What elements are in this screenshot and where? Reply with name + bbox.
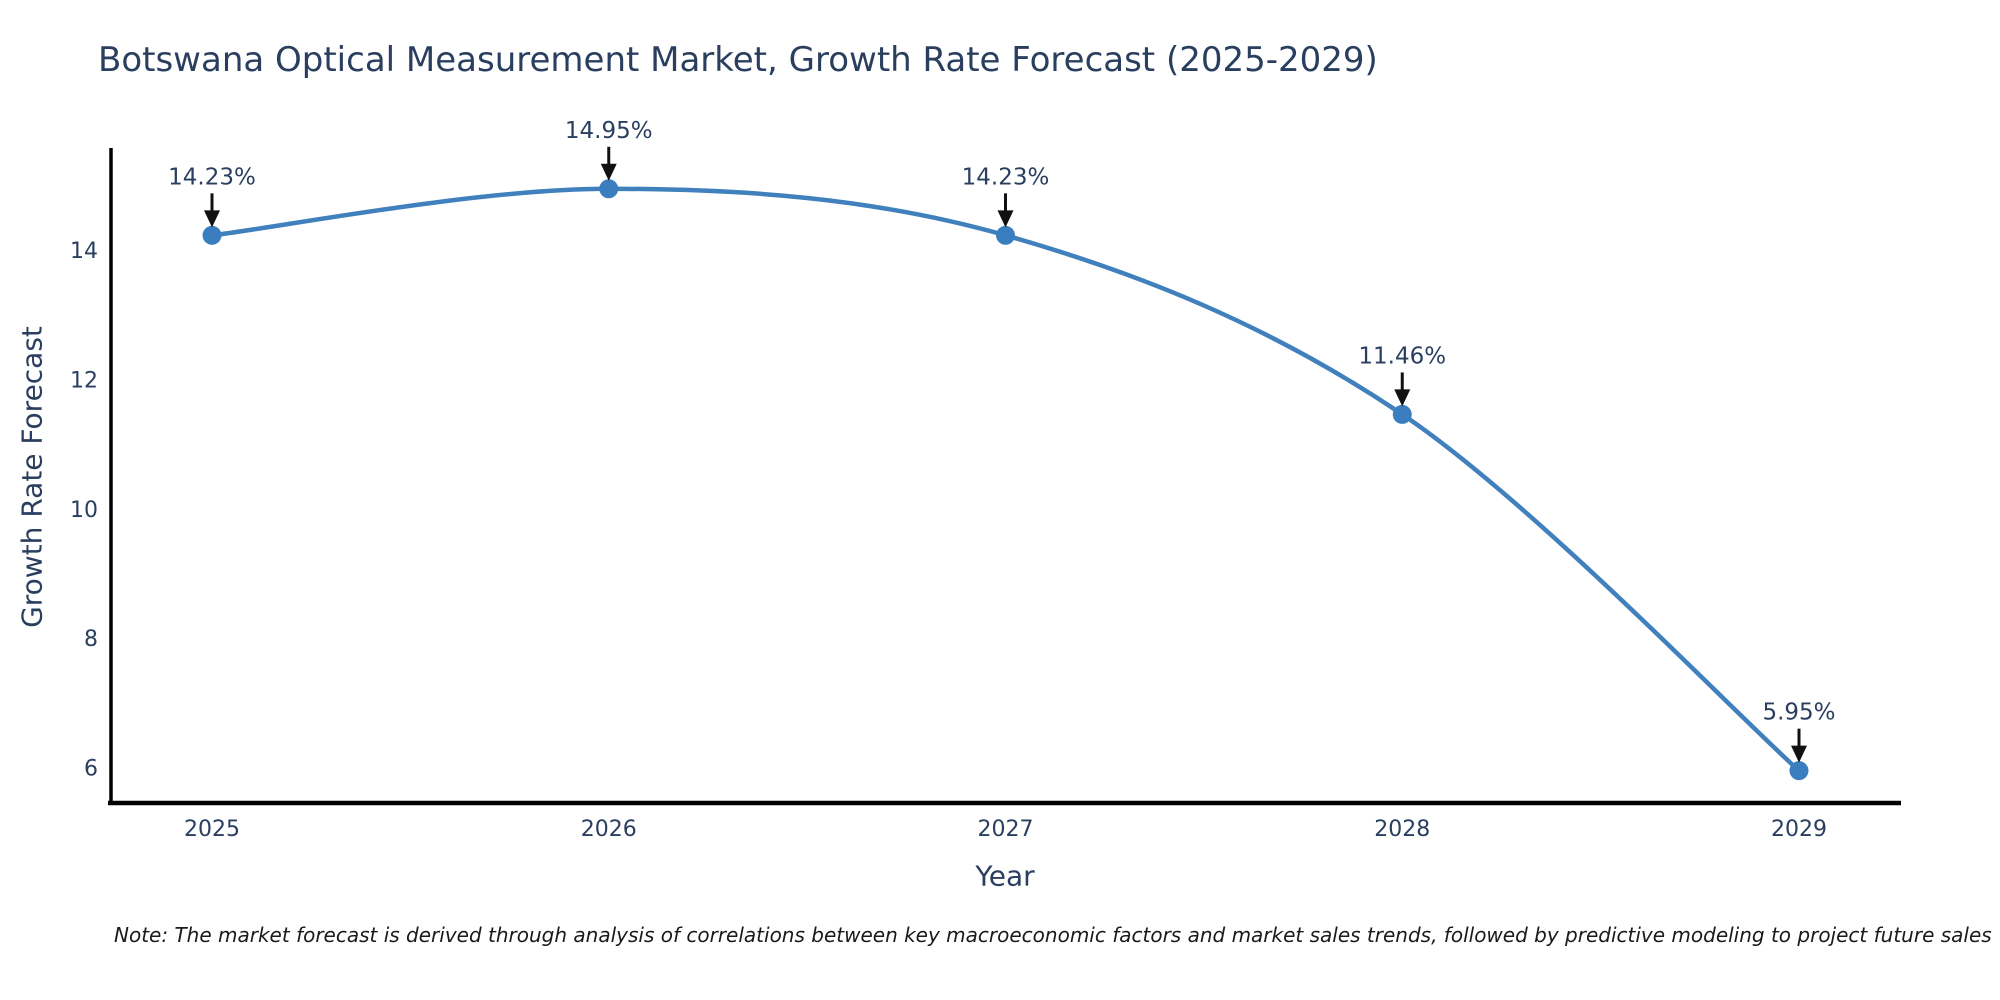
x-tick-label: 2028 — [1374, 817, 1430, 842]
trend-line — [209, 186, 1802, 773]
y-tick-label: 14 — [70, 239, 98, 264]
annotation-arrowhead-icon — [997, 210, 1014, 228]
point-annotation-label: 5.95% — [1762, 700, 1835, 726]
x-axis-title: Year — [975, 859, 1035, 893]
x-tick-label: 2027 — [978, 817, 1034, 842]
data-point-2026[interactable] — [599, 179, 619, 199]
point-annotation-label: 11.46% — [1358, 343, 1446, 369]
chart-title: Botswana Optical Measurement Market, Gro… — [98, 40, 1378, 80]
point-annotation-label: 14.95% — [565, 118, 653, 144]
y-tick-label: 12 — [70, 369, 98, 394]
x-tick-label: 2025 — [184, 817, 240, 842]
point-annotation-label: 14.23% — [168, 164, 256, 190]
footnote: Note: The market forecast is derived thr… — [114, 923, 1992, 947]
x-tick-label: 2026 — [581, 817, 637, 842]
y-tick-label: 6 — [84, 756, 98, 781]
annotation-arrowhead-icon — [204, 210, 220, 228]
x-tick-label: 2029 — [1771, 817, 1827, 842]
annotation-arrowhead-icon — [1394, 389, 1411, 407]
data-point-2028[interactable] — [1392, 404, 1412, 424]
y-axis-title: Growth Rate Forecast — [15, 326, 49, 628]
data-point-2027[interactable] — [996, 225, 1015, 245]
y-tick-label: 10 — [70, 498, 98, 523]
point-annotation-label: 14.23% — [962, 164, 1050, 190]
annotation-arrowhead-icon — [1791, 745, 1807, 763]
annotation-arrowhead-icon — [600, 163, 617, 181]
y-tick-label: 8 — [84, 627, 98, 652]
data-point-2025[interactable] — [202, 225, 222, 245]
data-point-2029[interactable] — [1789, 761, 1809, 781]
